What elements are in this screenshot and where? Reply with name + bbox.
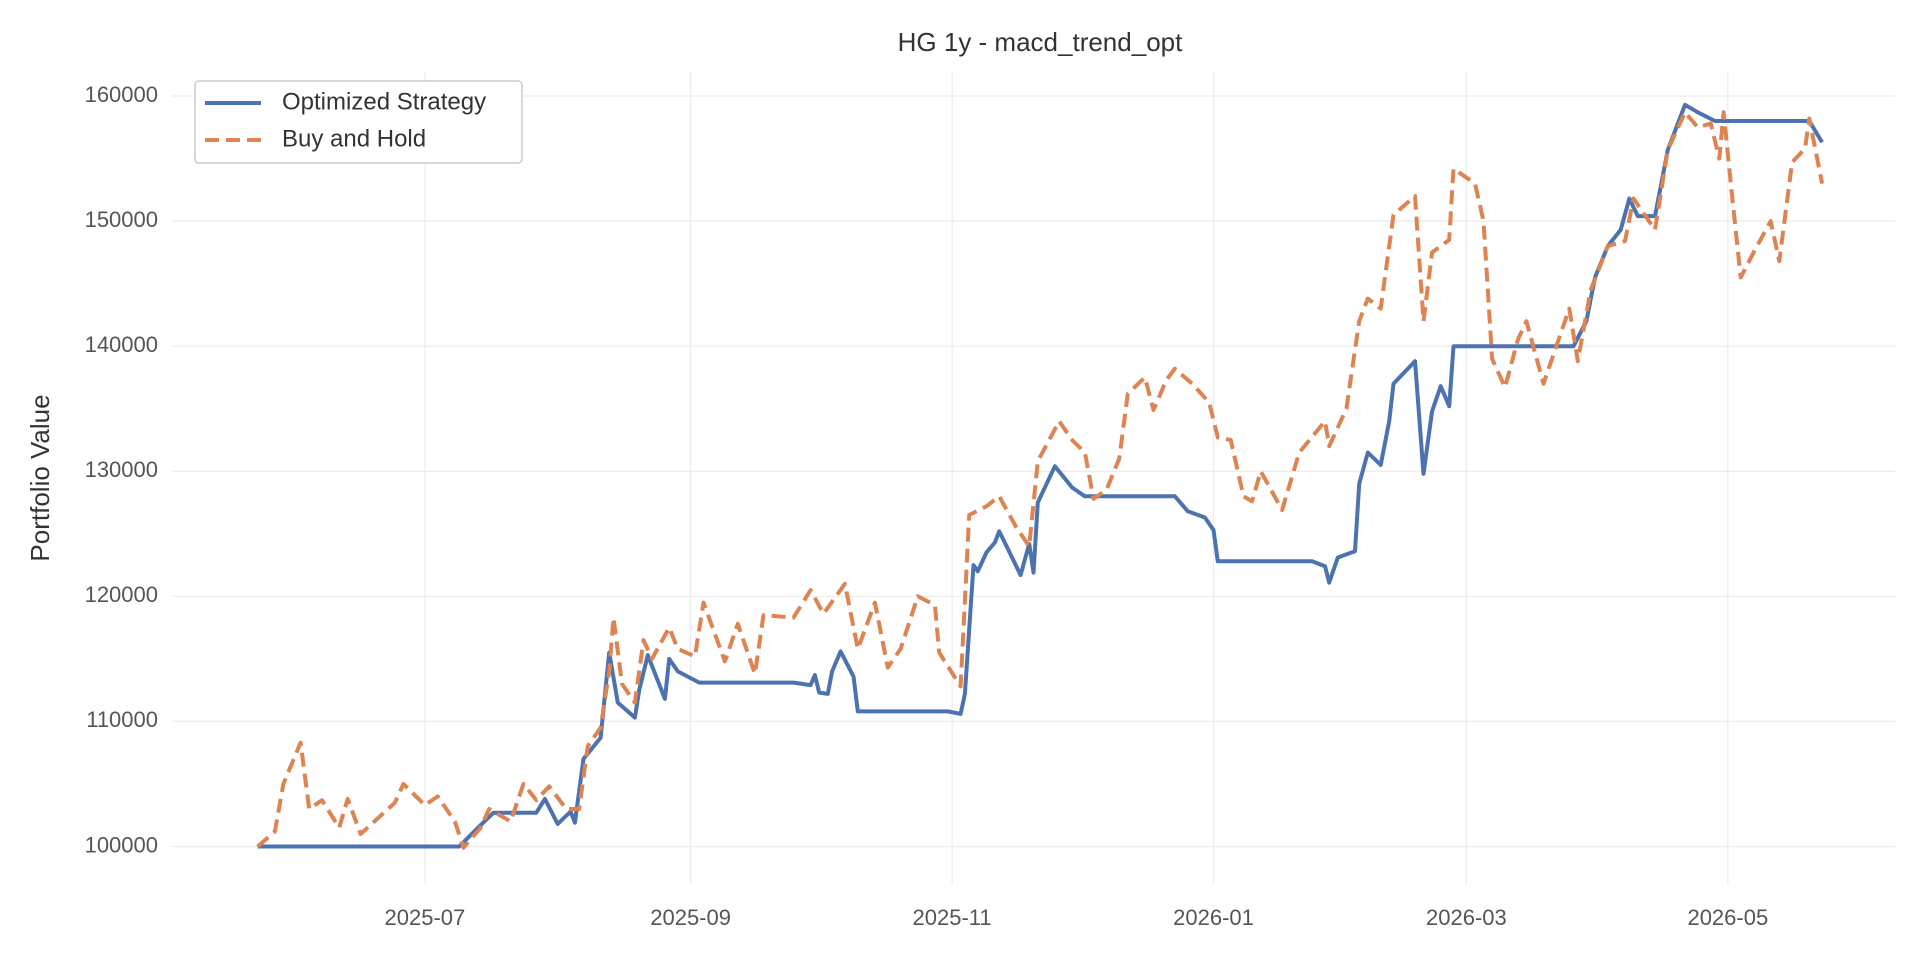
legend-label: Optimized Strategy	[282, 88, 486, 115]
x-tick-label: 2025-11	[913, 905, 992, 930]
x-tick-label: 2026-03	[1426, 905, 1507, 930]
x-tick-label: 2026-05	[1687, 905, 1768, 930]
y-tick-label: 160000	[85, 82, 158, 107]
legend-box	[194, 80, 523, 164]
y-tick-label: 110000	[86, 707, 158, 732]
y-tick-label: 140000	[85, 332, 158, 357]
y-tick-label: 130000	[85, 457, 158, 482]
y-tick-label: 100000	[85, 832, 158, 857]
chart-title: HG 1y - macd_trend_opt	[898, 27, 1183, 57]
y-tick-label: 120000	[85, 582, 158, 607]
data-line	[256, 110, 1825, 850]
legend: Optimized Strategy Buy and Hold	[194, 80, 523, 164]
y-tick-label: 150000	[85, 207, 158, 232]
data-line	[257, 102, 1824, 849]
x-tick-label: 2025-09	[650, 905, 731, 930]
legend-label: Buy and Hold	[282, 125, 426, 152]
x-tick-label: 2025-07	[385, 905, 466, 930]
y-axis-label: Portfolio Value	[25, 394, 55, 561]
x-tick-label: 2026-01	[1173, 905, 1254, 930]
